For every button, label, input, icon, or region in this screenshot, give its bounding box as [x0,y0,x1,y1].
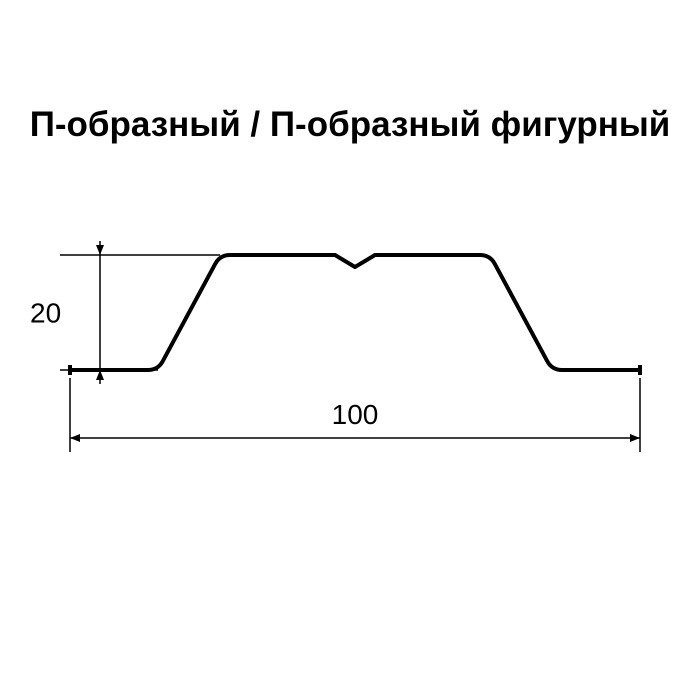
dim-width-arrow-right [630,434,640,442]
profile-outline [70,255,640,370]
dim-width-arrow-left [70,434,80,442]
diagram-container: П-образный / П-образный фигурный 20100 [0,0,700,700]
dim-height-arrow-top [96,245,104,255]
dim-height-label: 20 [30,297,61,328]
profile-drawing: 20 100 [0,0,700,700]
dim-width-label: 100 [332,399,379,430]
